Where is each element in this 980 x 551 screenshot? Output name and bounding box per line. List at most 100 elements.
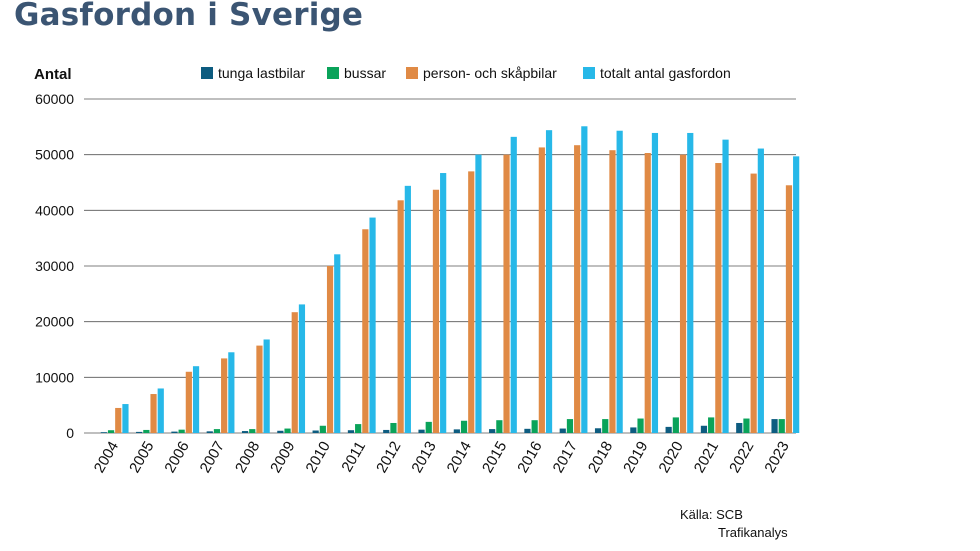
bar — [185, 371, 192, 433]
bar — [277, 430, 284, 433]
bar — [298, 304, 306, 433]
page-title: Gasfordon i Sverige — [14, 0, 364, 33]
source-line-1: Källa: SCB — [680, 507, 743, 522]
bar — [496, 420, 503, 433]
bar — [672, 417, 679, 433]
x-tick-label: 2023 — [761, 439, 792, 476]
bar — [538, 147, 545, 433]
bar — [319, 425, 326, 433]
bar — [581, 126, 588, 433]
y-tick-label: 10000 — [35, 369, 74, 385]
bar — [475, 154, 482, 434]
x-tick-label: 2015 — [479, 439, 510, 476]
bar — [609, 150, 616, 433]
bar — [334, 254, 341, 433]
legend-swatch — [201, 67, 213, 79]
x-tick-label: 2014 — [444, 439, 475, 476]
bar — [616, 130, 623, 434]
x-tick-label: 2007 — [197, 439, 228, 476]
bar — [566, 419, 574, 433]
bar — [241, 431, 249, 433]
bar — [637, 418, 644, 433]
bar — [687, 132, 694, 433]
source-note: Källa: SCB Trafikanalys — [680, 506, 788, 542]
bar — [736, 422, 743, 433]
x-tick-label: 2006 — [161, 439, 192, 476]
bar — [750, 173, 757, 433]
bar — [418, 429, 425, 433]
bar — [362, 229, 369, 433]
x-tick-label: 2011 — [338, 439, 369, 475]
bar — [503, 154, 510, 434]
bar — [489, 429, 496, 433]
bar — [602, 419, 609, 433]
bar — [651, 132, 659, 433]
bar — [150, 394, 157, 433]
y-tick-label: 0 — [66, 425, 74, 441]
bar — [453, 429, 460, 433]
bar — [785, 185, 793, 433]
bar — [178, 429, 185, 433]
bar — [213, 429, 221, 433]
legend-label: bussar — [344, 65, 386, 81]
bar — [284, 428, 291, 433]
bar — [355, 424, 362, 433]
bar — [263, 339, 270, 433]
bar — [425, 421, 432, 433]
bar — [192, 366, 200, 433]
bar — [700, 425, 708, 433]
bar — [440, 173, 447, 434]
x-tick-label: 2012 — [373, 439, 404, 476]
legend-label: tunga lastbilar — [218, 65, 306, 81]
bar — [559, 428, 566, 433]
bar — [630, 427, 637, 433]
bar — [644, 153, 651, 433]
bar — [383, 429, 390, 433]
legend-label: totalt antal gasfordon — [600, 65, 731, 81]
bar — [228, 352, 235, 433]
bar — [397, 200, 404, 433]
bar — [115, 407, 122, 433]
bar — [771, 419, 778, 433]
bar — [100, 432, 107, 433]
grid-lines — [84, 98, 796, 434]
y-axis-title: Antal — [34, 66, 72, 83]
bar — [594, 428, 602, 433]
bar — [722, 139, 729, 433]
bar — [122, 404, 129, 433]
y-tick-label: 20000 — [35, 314, 74, 330]
bar — [743, 418, 750, 433]
bar — [107, 430, 115, 433]
y-tick-label: 40000 — [35, 202, 74, 218]
x-tick-label: 2016 — [514, 439, 545, 476]
legend-swatch — [583, 67, 595, 79]
y-tick-label: 50000 — [35, 147, 74, 163]
x-tick-label: 2013 — [408, 439, 439, 476]
x-tick-labels: 2004 2005 2006 2007 2008 2009 2010 2011 2012 2013… — [91, 439, 793, 476]
y-tick-labels: 0 10000 20000 30000 40000 50000 60000 — [35, 91, 74, 441]
x-tick-label: 2009 — [267, 439, 298, 476]
x-tick-label: 2019 — [620, 439, 651, 476]
bar — [432, 189, 440, 433]
legend-swatch — [327, 67, 339, 79]
source-line-2: Trafikanalys — [718, 525, 788, 540]
bar — [136, 431, 143, 433]
x-tick-label: 2022 — [726, 439, 757, 476]
bar — [143, 429, 150, 433]
bar — [256, 345, 263, 433]
bar — [206, 431, 213, 433]
bar — [665, 426, 672, 433]
bar — [326, 266, 334, 433]
y-tick-label: 30000 — [35, 258, 74, 274]
y-tick-label: 60000 — [35, 91, 74, 107]
legend-swatch — [406, 67, 418, 79]
legend: tunga lastbilar bussar person- och skåpbil… — [201, 65, 731, 81]
x-tick-label: 2004 — [91, 439, 122, 476]
bar — [369, 217, 376, 433]
bar — [291, 312, 298, 433]
x-tick-label: 2010 — [302, 439, 333, 476]
x-tick-label: 2018 — [585, 439, 616, 476]
bar — [679, 154, 687, 434]
x-tick-label: 2020 — [655, 439, 686, 476]
